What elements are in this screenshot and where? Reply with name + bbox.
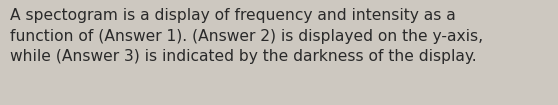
Text: A spectogram is a display of frequency and intensity as a
function of (Answer 1): A spectogram is a display of frequency a… — [10, 8, 483, 64]
